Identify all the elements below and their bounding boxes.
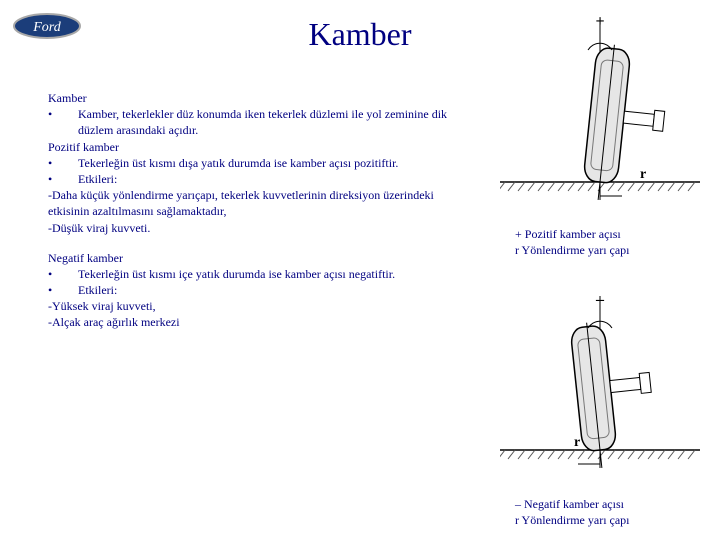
figure-negative-camber: –r <box>500 290 700 490</box>
figure-positive-camber: +r <box>500 12 700 222</box>
svg-text:–: – <box>595 291 605 308</box>
section1-sub1: Pozitif kamber <box>48 139 448 155</box>
section2-line1: -Yüksek viraj kuvveti, <box>48 298 448 314</box>
section2-heading: Negatif kamber <box>48 250 448 266</box>
bullet-mark: • <box>48 155 78 171</box>
section1-line1: -Daha küçük yönlendirme yarıçapı, tekerl… <box>48 187 448 219</box>
section1-bullet3: Etkileri: <box>78 171 448 187</box>
section1-line2: -Düşük viraj kuvveti. <box>48 220 448 236</box>
bullet-mark: • <box>48 282 78 298</box>
brand-logo: Ford <box>12 12 82 40</box>
caption-negative-l2: r Yönlendirme yarı çapı <box>515 512 690 528</box>
section1-bullet1: Kamber, tekerlekler düz konumda iken tek… <box>78 106 448 138</box>
caption-negative: – Negatif kamber açısı r Yönlendirme yar… <box>515 496 690 528</box>
bullet-mark: • <box>48 266 78 282</box>
caption-positive-l2: r Yönlendirme yarı çapı <box>515 242 690 258</box>
main-text: Kamber • Kamber, tekerlekler düz konumda… <box>48 90 448 331</box>
svg-text:r: r <box>640 167 646 182</box>
section1-heading: Kamber <box>48 90 448 106</box>
section2-bullet1: Tekerleğin üst kısmı içe yatık durumda i… <box>78 266 448 282</box>
caption-positive-l1: + Pozitif kamber açısı <box>515 226 690 242</box>
svg-text:r: r <box>574 435 580 450</box>
svg-text:+: + <box>595 13 604 30</box>
section2-line2: -Alçak araç ağırlık merkezi <box>48 314 448 330</box>
logo-text: Ford <box>32 20 61 35</box>
section2-bullet2: Etkileri: <box>78 282 448 298</box>
caption-positive: + Pozitif kamber açısı r Yönlendirme yar… <box>515 226 690 258</box>
bullet-mark: • <box>48 171 78 187</box>
section1-bullet2: Tekerleğin üst kısmı dışa yatık durumda … <box>78 155 448 171</box>
bullet-mark: • <box>48 106 78 138</box>
caption-negative-l1: – Negatif kamber açısı <box>515 496 690 512</box>
